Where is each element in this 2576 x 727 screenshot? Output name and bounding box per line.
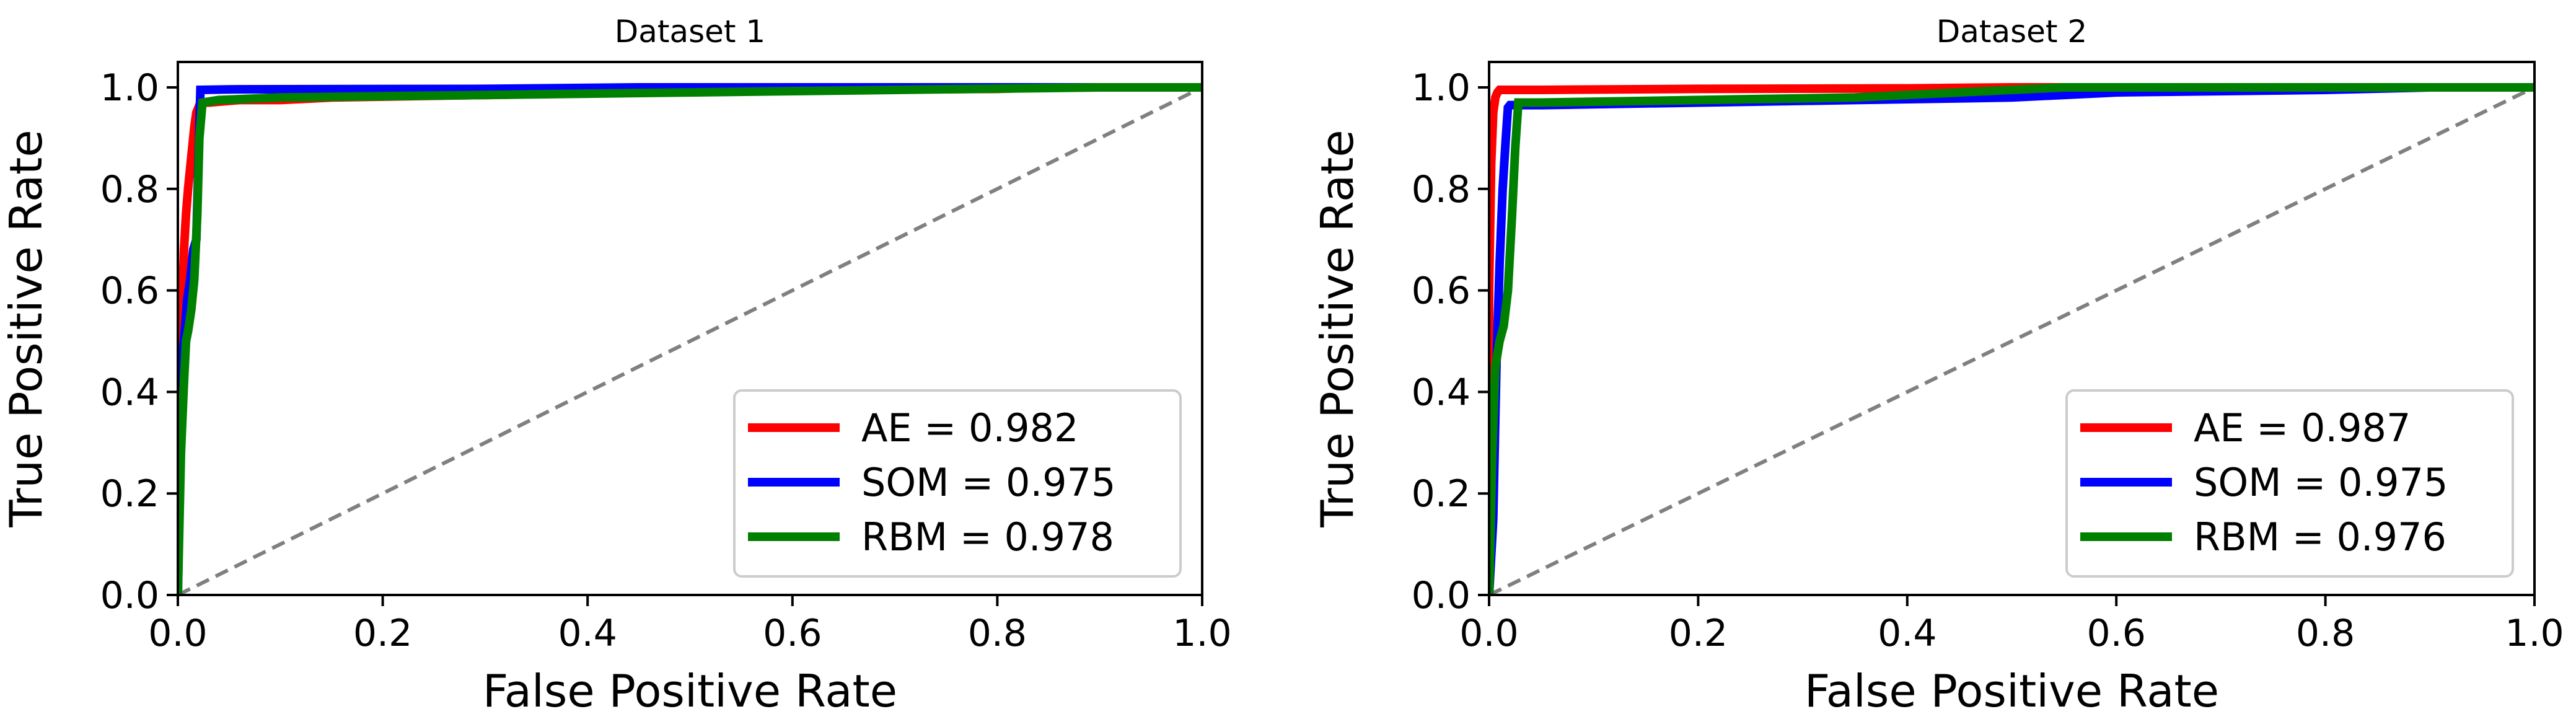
legend-box xyxy=(733,389,1182,578)
x-axis-label: False Positive Rate xyxy=(1805,665,2219,717)
y-tick-label: 0.4 xyxy=(100,371,159,414)
diagonal-reference-line xyxy=(178,86,1202,595)
legend-entry-label: AE = 0.987 xyxy=(2194,405,2411,451)
y-tick-label: 0.2 xyxy=(100,472,159,516)
series-line-rbm xyxy=(1489,83,2534,595)
y-tick-label: 0.2 xyxy=(1412,472,1470,516)
x-tick-label: 1.0 xyxy=(2505,612,2564,655)
x-tick-label: 0.8 xyxy=(2296,612,2355,655)
chart-panel-2: Dataset 2 0.0 0.2 0.4 0.6 0.8 1.0 0.0 0.2 0.4 0.6 0… xyxy=(1311,14,2564,717)
y-tick-label: 0.8 xyxy=(1412,168,1470,211)
legend-box xyxy=(2065,389,2514,578)
x-tick-label: 1.0 xyxy=(1172,612,1231,655)
y-tick-label: 1.0 xyxy=(1412,66,1470,110)
legend-entry-label: SOM = 0.975 xyxy=(861,460,1116,505)
x-tick-label: 0.2 xyxy=(1669,612,1728,655)
y-tick-label: 1.0 xyxy=(100,66,159,110)
legend-entry-label: SOM = 0.975 xyxy=(2194,460,2448,505)
y-tick-label: 0.0 xyxy=(1412,574,1470,617)
legend: AE = 0.982 SOM = 0.975 RBM = 0.978 xyxy=(733,389,1182,578)
y-tick-label: 0.6 xyxy=(100,270,159,313)
x-axis-label: False Positive Rate xyxy=(483,665,897,717)
legend-entry-label: RBM = 0.976 xyxy=(2194,514,2446,560)
x-tick-label: 0.0 xyxy=(1459,612,1518,655)
series-group xyxy=(178,83,1202,595)
y-tick-label: 0.8 xyxy=(100,168,159,211)
diagonal-reference-line xyxy=(1489,86,2534,595)
chart-title: Dataset 1 xyxy=(615,14,766,50)
chart-panel-1: Dataset 1 0.0 0.2 0.4 0.6 0.8 1.0 0.0 0.2 0.4 0.6 0… xyxy=(0,14,1232,717)
y-tick-label: 0.0 xyxy=(100,574,159,617)
legend-entry-label: RBM = 0.978 xyxy=(861,514,1114,560)
chart-title: Dataset 2 xyxy=(1936,14,2088,50)
series-line-rbm xyxy=(178,83,1202,595)
x-tick-label: 0.2 xyxy=(353,612,412,655)
x-tick-label: 0.6 xyxy=(763,612,822,655)
x-tick-label: 0.0 xyxy=(148,612,207,655)
y-tick-label: 0.6 xyxy=(1412,270,1470,313)
x-tick-label: 0.4 xyxy=(1878,612,1936,655)
legend: AE = 0.987 SOM = 0.975 RBM = 0.976 xyxy=(2065,389,2514,578)
legend-entry-label: AE = 0.982 xyxy=(861,405,1078,451)
y-tick-label: 0.4 xyxy=(1412,371,1470,414)
x-tick-label: 0.8 xyxy=(968,612,1027,655)
x-tick-label: 0.6 xyxy=(2086,612,2145,655)
plot-frame xyxy=(1488,61,2536,596)
y-axis-label: True Positive Rate xyxy=(1311,130,1363,527)
y-axis-label: True Positive Rate xyxy=(0,130,52,527)
x-tick-label: 0.4 xyxy=(558,612,617,655)
series-group xyxy=(1489,83,2534,595)
plot-frame xyxy=(177,61,1203,596)
